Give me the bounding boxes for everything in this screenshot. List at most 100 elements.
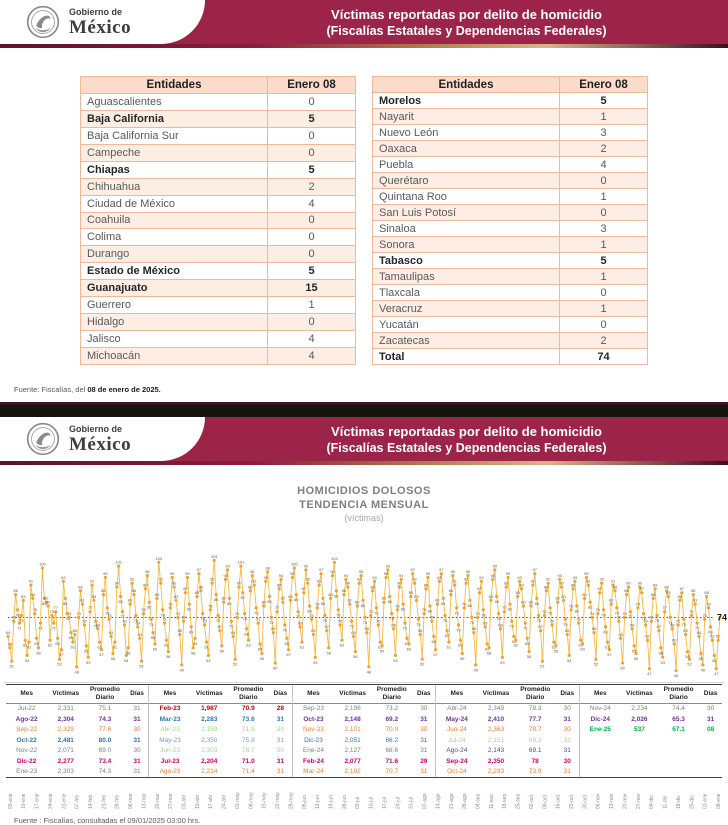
svg-text:59: 59 — [84, 648, 89, 653]
svg-text:66: 66 — [592, 626, 597, 631]
svg-text:71: 71 — [403, 625, 408, 630]
svg-text:51: 51 — [540, 663, 545, 668]
cell-valor: 0 — [559, 284, 648, 301]
cell-valor: 4 — [559, 156, 648, 173]
svg-text:48: 48 — [367, 669, 372, 674]
svg-text:92: 92 — [210, 576, 215, 581]
svg-text:91: 91 — [586, 578, 591, 583]
table-row: Zacatecas 2 — [372, 332, 648, 349]
cell-entidad: Puebla — [372, 156, 560, 173]
cell-dias: 29 — [420, 757, 428, 765]
cell-victimas: 2,277 — [57, 757, 74, 765]
svg-text:60: 60 — [258, 646, 263, 651]
x-tick-label: 22-may — [275, 792, 281, 809]
cell-valor: 1 — [559, 236, 648, 253]
svg-text:68: 68 — [391, 622, 396, 627]
svg-text:75: 75 — [542, 609, 547, 614]
x-tick-label: 25-dic — [689, 795, 695, 809]
x-tick-label: 01-may — [235, 792, 241, 809]
svg-text:64: 64 — [431, 639, 436, 644]
svg-text:49: 49 — [701, 667, 706, 672]
table-row: Tamaulipas 1 — [372, 268, 648, 285]
svg-text:82: 82 — [588, 604, 593, 609]
svg-text:87: 87 — [680, 586, 685, 591]
svg-text:70: 70 — [122, 618, 127, 623]
cell-promedio: 69.1 — [528, 747, 542, 755]
svg-text:94: 94 — [557, 573, 562, 578]
cell-mes: Mar-24 — [303, 768, 324, 775]
month-column-header: Promedio Diario — [657, 685, 700, 704]
cell-dias: 30 — [563, 705, 571, 713]
svg-text:75: 75 — [216, 618, 221, 623]
cell-victimas: 2,148 — [344, 715, 361, 723]
svg-text:92: 92 — [130, 576, 135, 581]
cell-victimas: 2,303 — [57, 768, 74, 775]
cell-victimas: 2,331 — [57, 705, 74, 713]
svg-text:66: 66 — [271, 626, 276, 631]
svg-text:80: 80 — [307, 608, 312, 613]
cell-valor: 0 — [559, 204, 648, 221]
x-tick-label: 10-abr — [195, 794, 201, 809]
svg-text:91: 91 — [317, 578, 322, 583]
x-tick-label: 29-may — [288, 792, 294, 809]
svg-text:80: 80 — [355, 599, 360, 604]
svg-text:94: 94 — [491, 573, 496, 578]
table-row: Puebla 4 — [372, 156, 648, 173]
svg-text:71: 71 — [162, 616, 167, 621]
svg-text:62: 62 — [578, 642, 583, 647]
svg-text:83: 83 — [561, 594, 566, 599]
svg-text:59: 59 — [554, 648, 559, 653]
svg-text:64: 64 — [512, 639, 517, 644]
svg-text:72: 72 — [181, 614, 186, 619]
svg-text:64: 64 — [109, 630, 114, 635]
month-column-header: Días — [269, 685, 292, 704]
month-column-header: Víctimas — [477, 685, 515, 704]
x-tick-label: 25-sep — [516, 793, 522, 809]
svg-text:59: 59 — [220, 648, 225, 653]
cell-entidad: Durango — [80, 245, 268, 264]
svg-text:80: 80 — [46, 599, 51, 604]
svg-text:81: 81 — [435, 597, 440, 602]
svg-text:71: 71 — [523, 625, 528, 630]
x-tick-label: 14-feb — [88, 795, 94, 809]
cell-victimas: 2,234 — [631, 705, 648, 713]
svg-text:52: 52 — [57, 661, 62, 666]
svg-text:49: 49 — [473, 667, 478, 672]
svg-text:92: 92 — [412, 576, 417, 581]
svg-text:77: 77 — [296, 614, 301, 619]
svg-text:79: 79 — [374, 610, 379, 615]
svg-text:49: 49 — [179, 667, 184, 672]
svg-text:74: 74 — [269, 620, 274, 625]
svg-text:65: 65 — [683, 628, 688, 633]
svg-text:74: 74 — [470, 620, 475, 625]
svg-text:58: 58 — [191, 650, 196, 655]
cell-valor: 1 — [267, 296, 356, 315]
svg-text:100: 100 — [291, 561, 298, 566]
x-tick-label: 07-ago — [422, 793, 428, 809]
cell-victimas: 2,192 — [344, 768, 361, 775]
x-tick-label: 06-nov — [596, 793, 602, 809]
month-column-header: Días — [412, 685, 436, 704]
svg-text:58: 58 — [36, 650, 41, 655]
x-tick-label: 01-ene — [703, 793, 709, 809]
svg-text:74: 74 — [475, 611, 480, 616]
svg-text:69: 69 — [136, 620, 141, 625]
svg-text:86: 86 — [449, 588, 454, 593]
svg-text:72: 72 — [510, 623, 515, 628]
x-tick-label: 17-abr — [208, 794, 214, 809]
svg-text:75: 75 — [689, 609, 694, 614]
svg-text:57: 57 — [607, 652, 612, 657]
svg-text:78: 78 — [601, 612, 606, 617]
table-row: Guanajuato 15 — [80, 279, 356, 298]
chart-title: HOMICIDIOS DOLOSOS — [297, 485, 431, 497]
svg-text:79: 79 — [254, 610, 259, 615]
svg-text:63: 63 — [405, 641, 410, 646]
svg-text:76: 76 — [200, 616, 205, 621]
svg-text:87: 87 — [477, 586, 482, 591]
x-tick-label: 08-may — [248, 792, 254, 809]
month-column-header: Víctimas — [47, 685, 85, 704]
svg-text:62: 62 — [23, 642, 28, 647]
svg-text:56: 56 — [527, 654, 532, 659]
svg-text:85: 85 — [666, 590, 671, 595]
x-tick-label: 20-nov — [623, 793, 629, 809]
